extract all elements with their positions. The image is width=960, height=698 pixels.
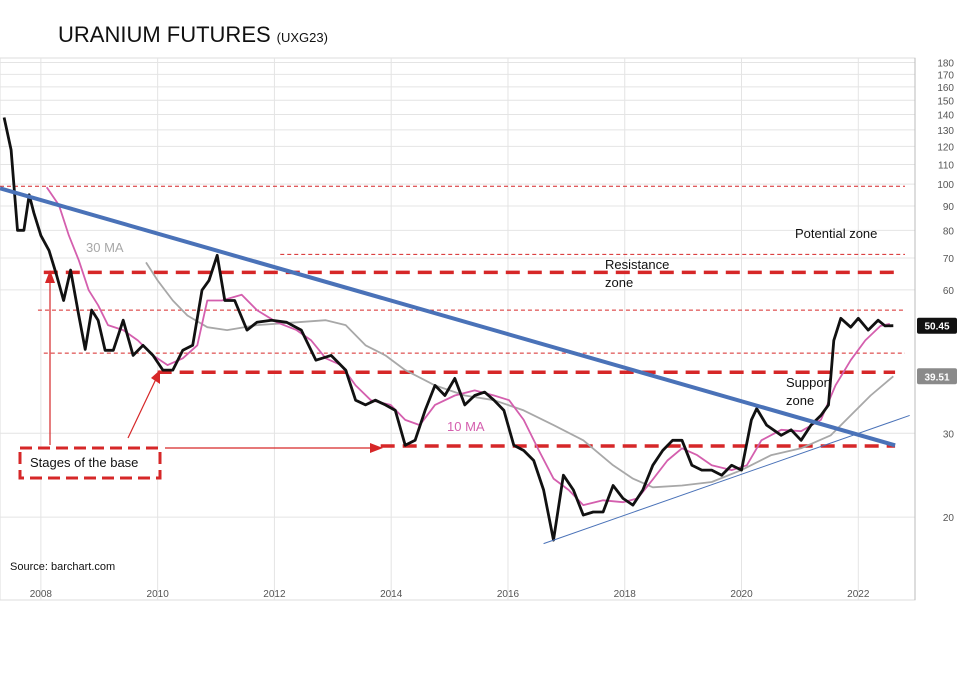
y-tick-label: 60 [943, 286, 955, 297]
x-tick-label: 2014 [380, 589, 403, 600]
x-tick-label: 2008 [30, 589, 53, 600]
overlay [18, 270, 383, 480]
annotation: Potential zone [795, 226, 878, 241]
annotation-box [18, 446, 162, 480]
arrow-head [370, 443, 383, 453]
trendline [0, 186, 896, 448]
y-tick-label: 150 [937, 96, 954, 107]
y-tick-label: 120 [937, 142, 954, 153]
y-tick-label: 90 [943, 202, 955, 213]
arrow [127, 378, 157, 439]
source: Source: barchart.com [10, 561, 115, 573]
price-tag [917, 317, 957, 334]
trendline [543, 414, 910, 545]
series-label: 30 MA [86, 240, 124, 255]
y-tick-label: 170 [937, 70, 954, 81]
chart-subtitle: (UXG23) [277, 30, 328, 45]
price-tag-label: 39.51 [924, 372, 949, 383]
price-line [2, 117, 894, 542]
price-tag [917, 368, 957, 385]
annotation: Support zone [786, 375, 832, 408]
y-tick-label: 160 [937, 83, 954, 94]
annotation: Stages of the base [30, 455, 138, 470]
x-tick-label: 2020 [730, 589, 753, 600]
arrow-head [45, 270, 55, 283]
y-tick-label: 110 [938, 160, 954, 171]
y-tick-label: 30 [943, 429, 955, 440]
x-tick-label: 2010 [147, 589, 170, 600]
chart-title: URANIUM FUTURES [58, 22, 271, 47]
marks [0, 117, 910, 545]
arrow-head [151, 370, 160, 384]
y-tick-label: 180 [937, 59, 954, 70]
y-tick-label: 70 [943, 254, 955, 265]
series-label: 10 MA [447, 419, 485, 434]
x-tick-label: 2016 [497, 589, 520, 600]
x-tick-label: 2022 [847, 589, 870, 600]
annotation: Resistance zone [605, 257, 670, 290]
y-tick-label: 80 [943, 226, 955, 237]
x-tick-label: 2012 [263, 589, 286, 600]
y-tick-label: 100 [937, 180, 954, 191]
price-tag-label: 50.45 [924, 322, 949, 333]
plot-frame [0, 57, 916, 601]
x-tick-label: 2018 [614, 589, 637, 600]
y-tick-label: 130 [937, 126, 954, 137]
y-tick-label: 140 [937, 111, 954, 122]
y-tick-label: 20 [943, 513, 955, 524]
